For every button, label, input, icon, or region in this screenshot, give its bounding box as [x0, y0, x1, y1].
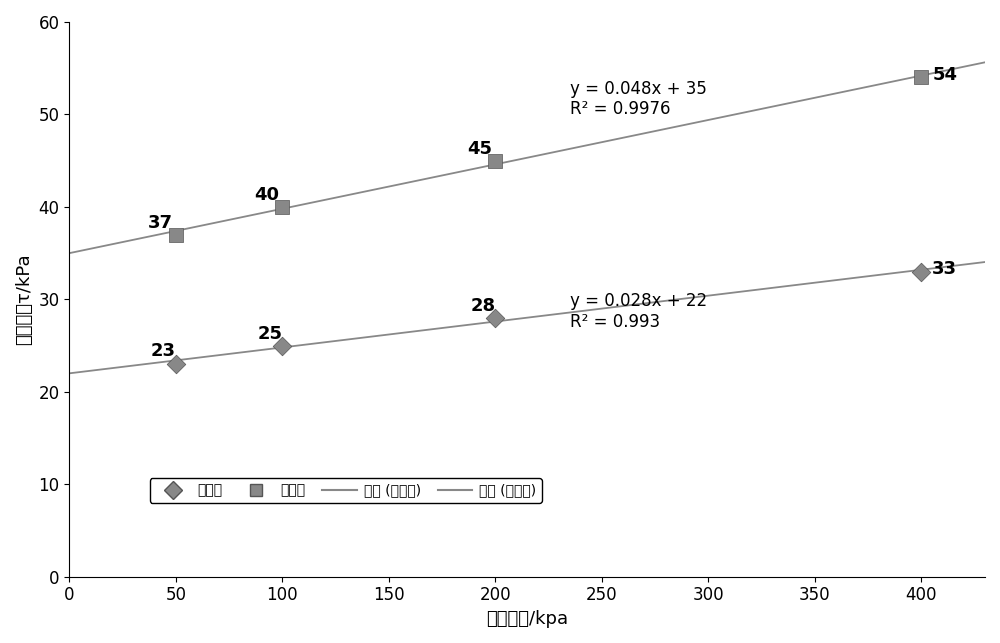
Text: 23: 23	[151, 341, 176, 359]
Text: 25: 25	[257, 325, 282, 343]
Legend: 蒋馏水, 混合液, 线性 (蒋馏水), 线性 (混合液): 蒋馏水, 混合液, 线性 (蒋馏水), 线性 (混合液)	[150, 478, 542, 503]
Point	[274, 340, 290, 350]
X-axis label: 垂直压力/kpa: 垂直压力/kpa	[486, 610, 568, 628]
Text: 45: 45	[467, 140, 492, 158]
Point	[913, 72, 929, 82]
Point	[274, 202, 290, 212]
Text: 37: 37	[148, 213, 173, 231]
Point	[487, 156, 503, 166]
Text: 28: 28	[470, 297, 495, 315]
Point	[913, 266, 929, 276]
Text: y = 0.028x + 22
R² = 0.993: y = 0.028x + 22 R² = 0.993	[570, 293, 707, 331]
Text: 33: 33	[932, 260, 957, 278]
Y-axis label: 抗剪强度τ/kPa: 抗剪强度τ/kPa	[15, 253, 33, 345]
Text: y = 0.048x + 35
R² = 0.9976: y = 0.048x + 35 R² = 0.9976	[570, 80, 707, 118]
Text: 40: 40	[255, 186, 280, 204]
Point	[168, 230, 184, 240]
Point	[168, 359, 184, 369]
Point	[487, 312, 503, 323]
Text: 54: 54	[932, 66, 957, 84]
